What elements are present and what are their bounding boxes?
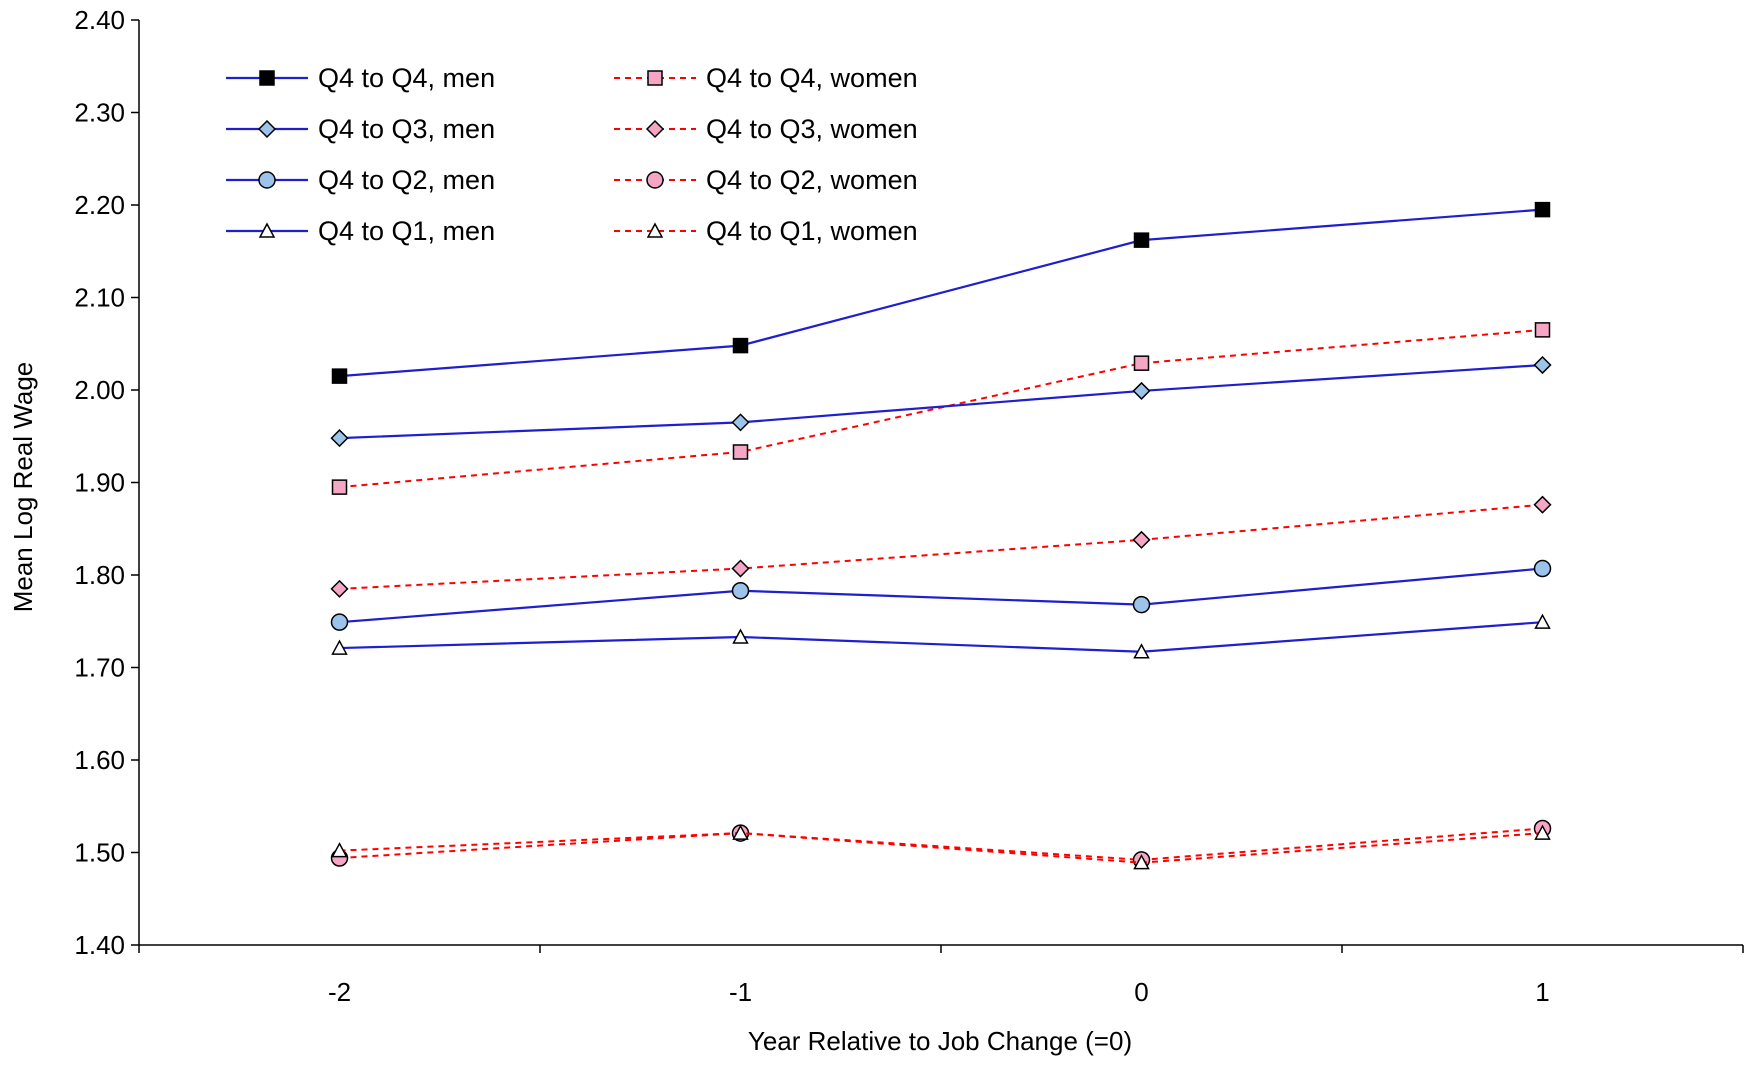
data-point (1132, 530, 1151, 549)
legend-marker (646, 171, 664, 189)
y-tick-label: 1.40 (74, 930, 125, 960)
legend-item: Q4 to Q4, women (614, 63, 918, 93)
series-layer (330, 201, 1552, 870)
series-0 (331, 201, 1551, 384)
y-axis-title: Mean Log Real Wage (8, 362, 38, 613)
legend-item: Q4 to Q2, men (226, 165, 495, 195)
x-axis-title: Year Relative to Job Change (=0) (748, 1026, 1132, 1056)
legend-marker (645, 119, 665, 139)
x-tick-label: 0 (1134, 977, 1148, 1007)
data-point (1132, 595, 1151, 614)
legend-item: Q4 to Q1, women (614, 216, 918, 246)
legend-label: Q4 to Q3, women (706, 114, 918, 144)
legend-label: Q4 to Q1, women (706, 216, 918, 246)
y-tick-label: 1.60 (74, 745, 125, 775)
y-tick-label: 1.50 (74, 838, 125, 868)
legend-label: Q4 to Q3, men (318, 114, 495, 144)
series-line (339, 363, 1543, 440)
data-point (330, 429, 349, 448)
data-point (1132, 381, 1151, 400)
series-1 (331, 322, 1551, 495)
data-point (731, 559, 750, 578)
y-tick-label: 2.10 (74, 283, 125, 313)
series-3 (330, 495, 1552, 598)
y-tick-label: 1.90 (74, 468, 125, 498)
legend-marker (258, 171, 276, 189)
data-point (330, 579, 349, 598)
data-point (731, 581, 750, 600)
legend-item: Q4 to Q2, women (614, 165, 918, 195)
data-point (1534, 322, 1551, 338)
y-tick-label: 1.80 (74, 560, 125, 590)
data-point (331, 639, 348, 655)
series-line (339, 832, 1543, 864)
series-2 (330, 355, 1552, 448)
legend-marker (258, 222, 276, 238)
data-point (731, 413, 750, 432)
data-point (331, 479, 348, 495)
data-point (1534, 824, 1551, 840)
data-point (732, 628, 749, 644)
data-point (1133, 854, 1150, 870)
data-point (1533, 559, 1552, 578)
legend-label: Q4 to Q1, men (318, 216, 495, 246)
legend-label: Q4 to Q2, men (318, 165, 495, 195)
data-point (330, 613, 349, 631)
legend-marker (257, 119, 277, 139)
legend-label: Q4 to Q4, men (318, 63, 495, 93)
data-point (1534, 201, 1551, 218)
legend-item: Q4 to Q3, men (226, 114, 495, 144)
legend-marker (646, 222, 664, 238)
series-line (339, 328, 1543, 489)
legend-item: Q4 to Q4, men (226, 63, 495, 93)
y-tick-label: 2.00 (74, 375, 125, 405)
data-point (732, 824, 749, 840)
data-point (331, 842, 348, 858)
data-point (331, 368, 348, 384)
x-tick-label: -2 (328, 977, 351, 1007)
axes: 1.40 1.50 1.60 1.70 1.80 1.90 2.00 2.10 2.20 2.30… (74, 5, 1744, 1007)
series-line (339, 208, 1543, 378)
data-point (1533, 355, 1552, 375)
data-point (1133, 643, 1150, 659)
series-line (339, 567, 1543, 624)
legend-item: Q4 to Q1, men (226, 216, 495, 246)
series-6 (331, 613, 1551, 659)
y-tick-label: 1.70 (74, 653, 125, 683)
y-tick-label: 2.40 (74, 5, 125, 35)
data-point (732, 444, 749, 460)
data-point (1533, 495, 1552, 514)
series-line (339, 827, 1543, 861)
x-tick-label: 1 (1535, 977, 1549, 1007)
data-point (1534, 613, 1551, 629)
x-tick-label: -1 (729, 977, 752, 1007)
series-4 (330, 559, 1552, 631)
legend-label: Q4 to Q2, women (706, 165, 918, 195)
legend-item: Q4 to Q3, women (614, 114, 918, 144)
data-point (1133, 232, 1150, 248)
y-tick-label: 2.30 (74, 98, 125, 128)
series-7 (331, 824, 1551, 870)
y-tick-label: 2.20 (74, 190, 125, 220)
data-point (1133, 355, 1150, 371)
legend: Q4 to Q4, men Q4 to Q3, men Q4 to Q2, men Q… (226, 63, 918, 246)
series-line (339, 503, 1543, 590)
series-line (339, 621, 1543, 653)
legend-label: Q4 to Q4, women (706, 63, 918, 93)
legend-marker (647, 70, 663, 86)
series-5 (330, 819, 1552, 869)
legend-marker (259, 70, 275, 86)
data-point (732, 337, 749, 354)
